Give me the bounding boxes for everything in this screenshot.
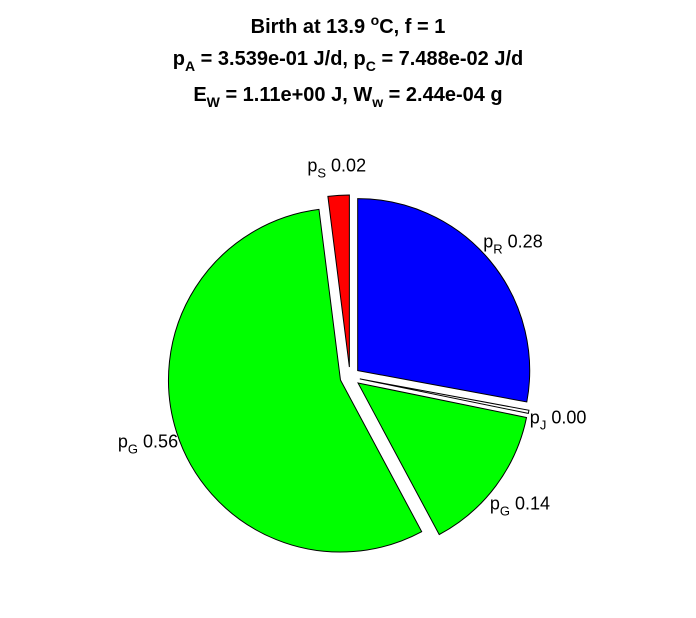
pie-label-4: pS 0.02 bbox=[307, 155, 366, 180]
pie-slice-4 bbox=[327, 194, 350, 368]
pie-slice-0 bbox=[357, 198, 531, 403]
chart-title: Birth at 13.9 oC, f = 1 pA = 3.539e-01 J… bbox=[173, 12, 523, 110]
title-line-2: pA = 3.539e-01 J/d, pC = 7.488e-02 J/d bbox=[173, 48, 523, 74]
pie-label-2: pG 0.14 bbox=[490, 494, 550, 519]
pie-label-0: pR 0.28 bbox=[483, 231, 542, 256]
pie-slice-2 bbox=[357, 382, 528, 536]
pie-label-1: pJ 0.00 bbox=[530, 408, 587, 433]
pie-slice-1 bbox=[359, 378, 530, 415]
pie-label-3: pG 0.56 bbox=[118, 431, 178, 456]
title-line-1: Birth at 13.9 oC, f = 1 bbox=[251, 12, 446, 38]
title-line-3: EW = 1.11e+00 J, Ww = 2.44e-04 g bbox=[193, 84, 502, 110]
pie-slice-3 bbox=[167, 208, 423, 553]
pie-slices bbox=[167, 194, 531, 553]
pie-labels: pR 0.28 pJ 0.00 pG 0.14 pG 0.56 pS 0.02 bbox=[118, 155, 586, 518]
